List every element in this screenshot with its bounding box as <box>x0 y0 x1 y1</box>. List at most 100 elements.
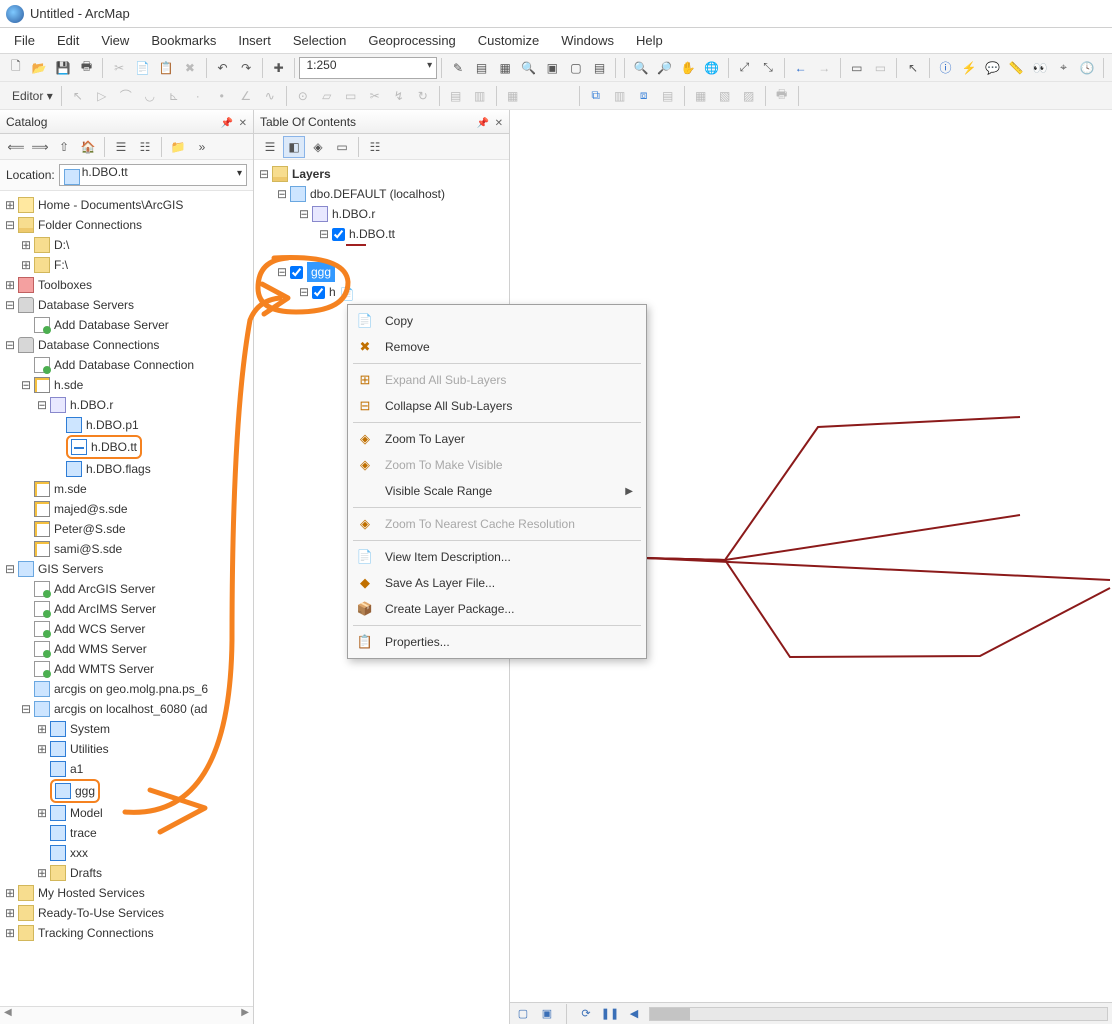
expand-icon[interactable]: ⊞ <box>4 923 16 943</box>
expand-icon[interactable]: ⊟ <box>4 335 16 355</box>
pin-icon[interactable]: 📌 <box>477 118 489 129</box>
collapse-icon[interactable]: ⊟ <box>298 204 310 224</box>
editor-dropdown[interactable]: Editor ▾ <box>4 89 57 103</box>
georef-8-icon[interactable]: 🖶 <box>771 85 793 107</box>
layout-view-icon[interactable]: ▣ <box>538 1005 556 1023</box>
fixed-zoom-in-icon[interactable]: ⤢ <box>734 57 756 79</box>
options-icon[interactable]: ☷ <box>364 136 386 158</box>
add-data-icon[interactable]: ✚ <box>268 57 290 79</box>
pause-icon[interactable]: ❚❚ <box>601 1005 619 1023</box>
copy-icon[interactable]: 📄 <box>132 57 154 79</box>
catalog-icon[interactable]: ▦ <box>494 57 516 79</box>
edit-rotate-icon[interactable]: ↻ <box>412 85 434 107</box>
georef-7-icon[interactable]: ▨ <box>738 85 760 107</box>
menu-insert[interactable]: Insert <box>228 29 281 52</box>
tree-item[interactable]: arcgis on geo.molg.pna.ps_6 <box>54 679 208 699</box>
edit-midpoint-icon[interactable]: · <box>187 85 209 107</box>
tree-item[interactable]: arcgis on localhost_6080 (ad <box>54 699 207 719</box>
tree-item[interactable]: System <box>70 719 110 739</box>
edit-trace-icon[interactable]: ◡ <box>139 85 161 107</box>
menu-selection[interactable]: Selection <box>283 29 356 52</box>
menu-edit[interactable]: Edit <box>47 29 89 52</box>
toc-item[interactable]: h.DBO.r <box>332 204 375 224</box>
cut-icon[interactable]: ✂ <box>108 57 130 79</box>
create-feat-icon[interactable]: ▦ <box>502 85 524 107</box>
data-view-icon[interactable]: ▢ <box>514 1005 532 1023</box>
menu-item-view-item-description[interactable]: 📄View Item Description... <box>351 544 643 570</box>
expand-icon[interactable]: ⊞ <box>36 803 48 823</box>
edit-endpoint-icon[interactable]: • <box>211 85 233 107</box>
expand-icon[interactable]: ⊟ <box>4 215 16 235</box>
tree-item[interactable]: Add WMS Server <box>54 639 147 659</box>
menu-item-visible-scale-range[interactable]: Visible Scale Range▶ <box>351 478 643 504</box>
tree-item[interactable]: h.DBO.flags <box>86 459 151 479</box>
edit-pt-icon[interactable]: ⊙ <box>292 85 314 107</box>
menu-bookmarks[interactable]: Bookmarks <box>141 29 226 52</box>
tree-item[interactable]: Drafts <box>70 863 102 883</box>
menu-windows[interactable]: Windows <box>551 29 624 52</box>
tree-item[interactable]: Add ArcIMS Server <box>54 599 156 619</box>
back-icon[interactable]: ⟸ <box>5 136 27 158</box>
georef-1-icon[interactable]: ⧉ <box>585 85 607 107</box>
tree-item[interactable]: My Hosted Services <box>38 883 145 903</box>
open-icon[interactable]: 📂 <box>29 57 51 79</box>
list-icon[interactable]: ☷ <box>134 136 156 158</box>
tree-item[interactable]: ggg <box>75 781 95 801</box>
expand-icon[interactable]: ⊟ <box>36 395 48 415</box>
menu-file[interactable]: File <box>4 29 45 52</box>
mb-icon[interactable]: ▢ <box>565 57 587 79</box>
expand-icon[interactable]: ⊟ <box>4 559 16 579</box>
menu-item-properties[interactable]: 📋Properties... <box>351 629 643 655</box>
menu-item-collapse-all-sub-layers[interactable]: ⊟Collapse All Sub-Layers <box>351 393 643 419</box>
tree-item[interactable]: Add ArcGIS Server <box>54 579 155 599</box>
edit-tool-icon[interactable]: ↖ <box>67 85 89 107</box>
layers-root[interactable]: Layers <box>292 164 331 184</box>
location-combo[interactable]: h.DBO.tt <box>59 164 247 186</box>
menu-item-zoom-to-layer[interactable]: ◈Zoom To Layer <box>351 426 643 452</box>
list-by-source-icon[interactable]: ◧ <box>283 136 305 158</box>
find-icon[interactable]: 👀 <box>1029 57 1051 79</box>
catalog-tree[interactable]: ⊞Home - Documents\ArcGIS⊟Folder Connecti… <box>0 191 253 1006</box>
time-icon[interactable]: 🕓 <box>1076 57 1098 79</box>
goto-xy-icon[interactable]: ⌖ <box>1053 57 1075 79</box>
toc-icon[interactable]: ▤ <box>471 57 493 79</box>
tree-item[interactable]: Utilities <box>70 739 109 759</box>
search-icon[interactable]: 🔍 <box>518 57 540 79</box>
clear-selection-icon[interactable]: ▭ <box>870 57 892 79</box>
close-icon[interactable]: ✕ <box>239 118 247 129</box>
menu-item-create-layer-package[interactable]: 📦Create Layer Package... <box>351 596 643 622</box>
up-icon[interactable]: ⇧ <box>53 136 75 158</box>
print-icon[interactable]: 🖶 <box>76 57 98 79</box>
expand-icon[interactable]: ⊟ <box>20 699 32 719</box>
edit-reshape-icon[interactable]: ▭ <box>340 85 362 107</box>
redo-icon[interactable]: ↷ <box>235 57 257 79</box>
menu-item-copy[interactable]: 📄Copy <box>351 308 643 334</box>
georef-3-icon[interactable]: ⧈ <box>633 85 655 107</box>
collapse-icon[interactable]: ⊟ <box>258 164 270 184</box>
undo-icon[interactable]: ↶ <box>212 57 234 79</box>
tree-item[interactable]: Toolboxes <box>38 275 92 295</box>
expand-icon[interactable]: ⊞ <box>36 863 48 883</box>
fixed-zoom-out-icon[interactable]: ⤡ <box>757 57 779 79</box>
horizontal-scrollbar[interactable] <box>649 1007 1108 1021</box>
tree-item[interactable]: GIS Servers <box>38 559 103 579</box>
expand-icon[interactable]: ⊞ <box>20 235 32 255</box>
georef-6-icon[interactable]: ▧ <box>714 85 736 107</box>
edit-vertices-icon[interactable]: ▱ <box>316 85 338 107</box>
pan-icon[interactable]: ✋ <box>677 57 699 79</box>
layer-visibility-checkbox[interactable] <box>290 266 303 279</box>
collapse-icon[interactable]: ⊟ <box>318 224 330 244</box>
close-icon[interactable]: ✕ <box>495 118 503 129</box>
editor-toolbar-icon[interactable]: ✎ <box>447 57 469 79</box>
hyperlink-icon[interactable]: ⚡ <box>958 57 980 79</box>
fwd-icon[interactable]: ⟹ <box>29 136 51 158</box>
edit-arc-icon[interactable]: ⌒ <box>115 85 137 107</box>
edit-cut-poly-icon[interactable]: ✂ <box>364 85 386 107</box>
select-arrow-icon[interactable]: ↖ <box>902 57 924 79</box>
sketch-prop-icon[interactable]: ▥ <box>469 85 491 107</box>
tree-item[interactable]: m.sde <box>54 479 87 499</box>
html-popup-icon[interactable]: 💬 <box>982 57 1004 79</box>
menu-item-remove[interactable]: ✖Remove <box>351 334 643 360</box>
tree-item[interactable]: h.DBO.tt <box>91 437 137 457</box>
edit-straight-icon[interactable]: ▷ <box>91 85 113 107</box>
